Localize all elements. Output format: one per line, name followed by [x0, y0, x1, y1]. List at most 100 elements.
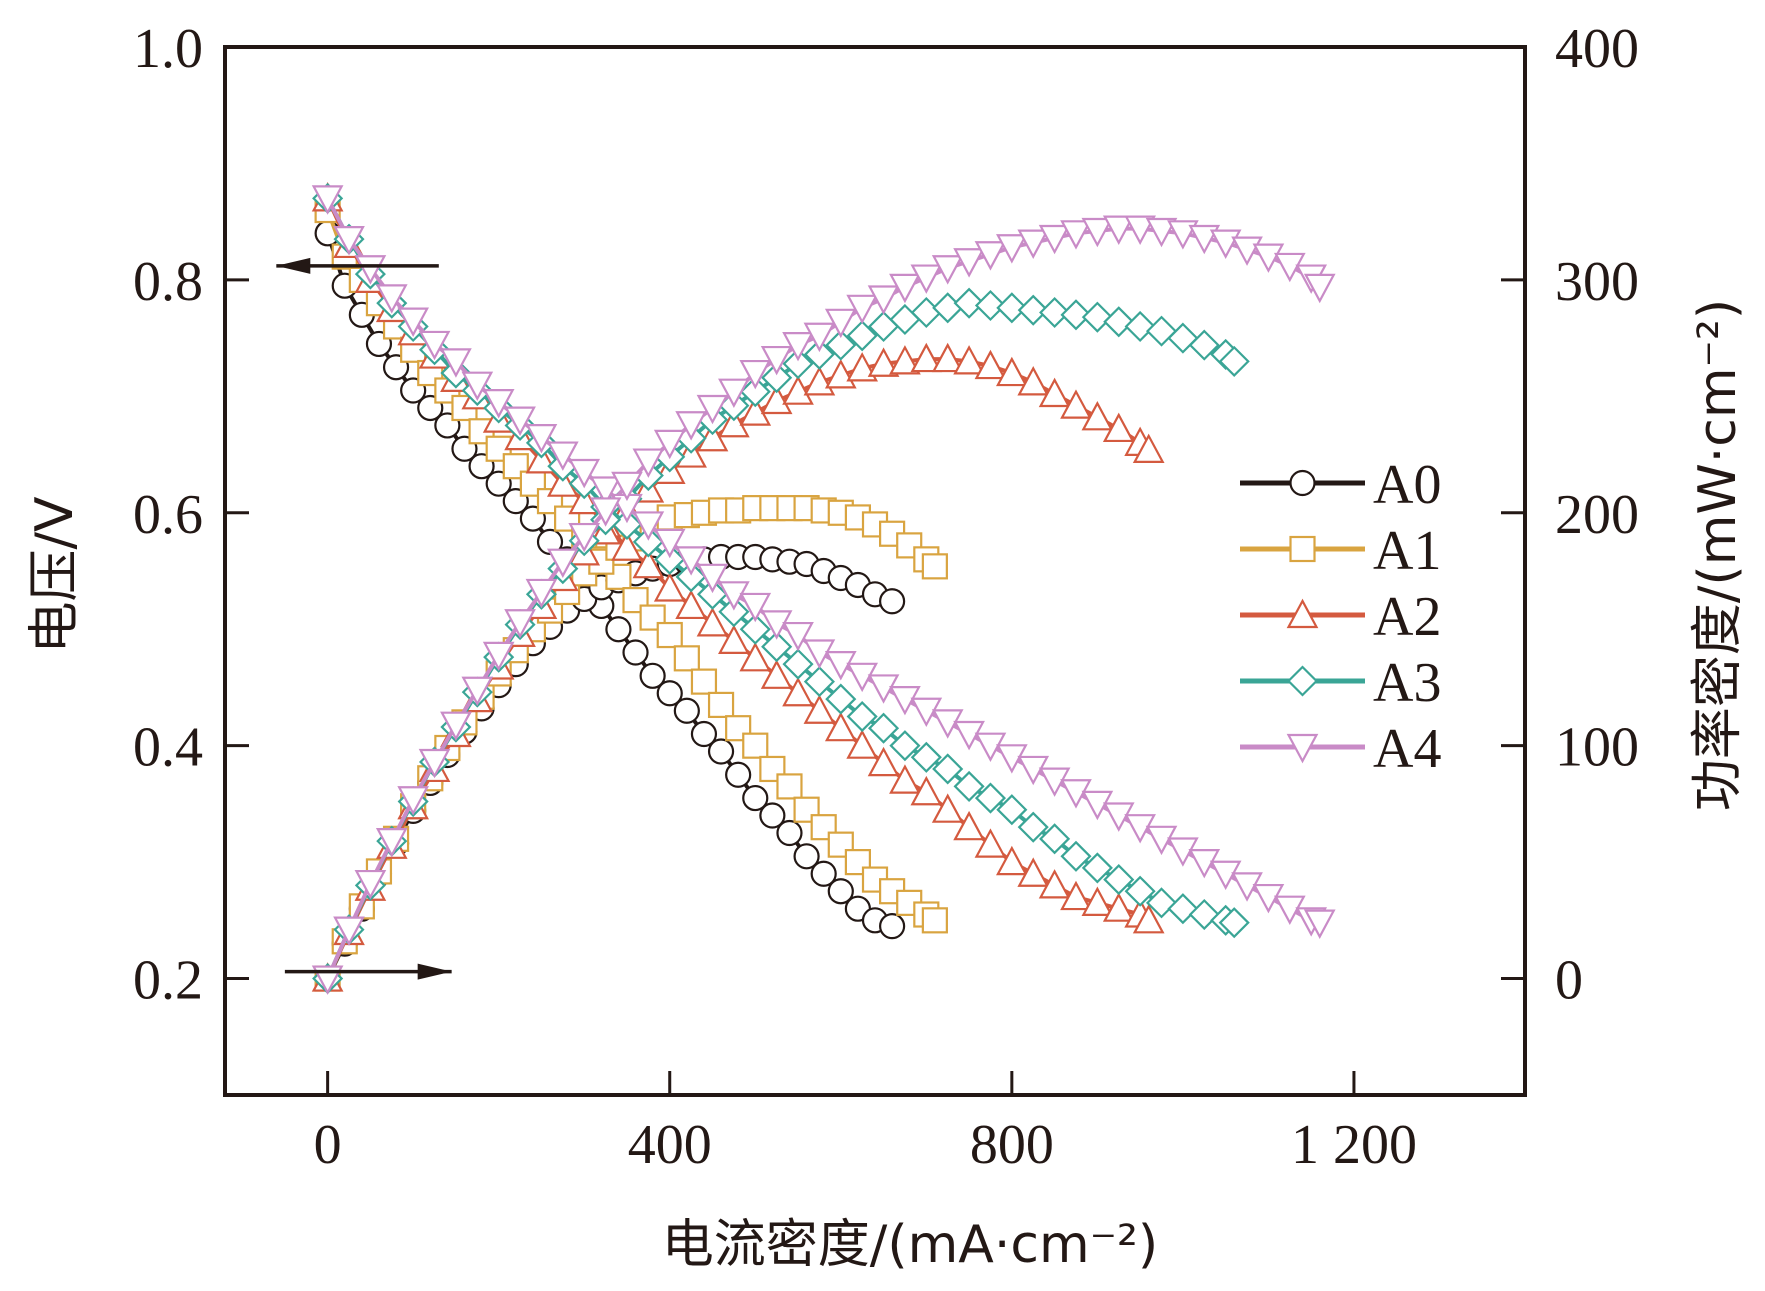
power-point-a4 [889, 273, 921, 304]
power-point-a3 [1218, 345, 1250, 377]
voltage-point-a2 [1081, 886, 1114, 916]
voltage-point-a3 [718, 596, 750, 628]
voltage-point-a4 [782, 621, 814, 652]
voltage-point-a2 [632, 548, 665, 579]
power-point-a4 [1303, 273, 1336, 304]
y-left-tick-label: 0.8 [133, 251, 203, 313]
voltage-point-a2 [739, 642, 772, 672]
x-tick-label: 800 [970, 1114, 1054, 1176]
voltage-point-a3 [1081, 852, 1113, 884]
voltage-point-a3 [739, 613, 771, 645]
power-point-a3 [846, 320, 878, 352]
voltage-point-a2 [1102, 892, 1135, 922]
voltage-point-a4 [675, 546, 707, 576]
y-right-tick-label: 200 [1555, 484, 1639, 546]
voltage-point-a2 [760, 659, 793, 689]
legend-marker [1286, 733, 1319, 764]
voltage-point-a1 [793, 796, 820, 823]
voltage-point-a2 [803, 694, 836, 724]
power-point-a2 [1081, 400, 1114, 431]
voltage-point-a2 [675, 589, 707, 620]
voltage-point-a3 [953, 770, 985, 802]
voltage-point-a3 [889, 730, 921, 762]
arrow-head-left [276, 257, 311, 274]
power-point-a4 [611, 471, 643, 502]
x-tick-label: 400 [628, 1114, 712, 1176]
power-point-a4 [696, 394, 729, 425]
power-point-a2 [1132, 433, 1165, 463]
power-point-a4 [1060, 220, 1092, 250]
voltage-point-a4 [653, 528, 686, 559]
voltage-point-a4 [397, 307, 429, 337]
power-point-a2 [1102, 412, 1135, 443]
voltage-point-a0 [656, 680, 683, 707]
voltage-point-a3 [696, 578, 729, 610]
power-point-a4 [482, 641, 515, 672]
power-point-a4 [632, 448, 665, 478]
legend-label: A1 [1373, 520, 1441, 582]
power-point-a0 [879, 588, 906, 615]
legend-item-a4: A4 [1240, 718, 1441, 780]
voltage-point-a0 [793, 843, 820, 870]
power-point-a4 [546, 548, 579, 579]
power-point-a4 [675, 411, 707, 441]
power-point-a4 [974, 241, 1007, 271]
power-point-a4 [1188, 224, 1221, 255]
voltage-point-a0 [690, 720, 718, 748]
arrow-head-right [417, 963, 452, 980]
voltage-point-a4 [375, 284, 408, 314]
power-point-a2 [889, 345, 921, 375]
voltage-point-a3 [632, 526, 664, 558]
power-point-a4 [504, 609, 536, 639]
voltage-point-a3 [761, 631, 793, 663]
power-point-a2 [867, 347, 900, 377]
y-right-tick-label: 100 [1555, 717, 1639, 779]
power-point-a2 [1017, 366, 1050, 396]
voltage-point-a0 [827, 878, 854, 905]
voltage-point-a4 [546, 441, 579, 471]
voltage-point-a3 [846, 700, 878, 733]
series-a4 [311, 185, 1336, 995]
power-point-a3 [932, 292, 964, 324]
power-point-a4 [867, 285, 900, 315]
voltage-point-a1 [502, 453, 529, 480]
voltage-point-a0 [759, 802, 786, 829]
voltage-point-a4 [333, 226, 365, 256]
legend-marker [1289, 535, 1316, 563]
power-point-a4 [653, 429, 686, 460]
voltage-point-a0 [605, 616, 632, 643]
voltage-point-a4 [440, 348, 472, 378]
voltage-point-a2 [889, 764, 921, 794]
legend-marker [1286, 665, 1319, 697]
power-point-a4 [1124, 215, 1156, 245]
power-point-a4 [760, 345, 793, 376]
legend-item-a3: A3 [1240, 652, 1441, 714]
power-point-a4 [996, 234, 1028, 264]
legend-label: A4 [1373, 718, 1441, 780]
voltage-point-a1 [742, 732, 769, 759]
power-point-a3 [1103, 306, 1135, 338]
power-point-a4 [1145, 217, 1178, 248]
voltage-point-a4 [461, 371, 494, 402]
voltage-point-a0 [725, 761, 752, 788]
power-point-a2 [931, 342, 964, 373]
voltage-point-a1 [810, 814, 837, 841]
y-left-tick-label: 0.6 [133, 484, 203, 546]
voltage-point-a3 [1039, 823, 1071, 855]
voltage-point-a3 [675, 561, 707, 593]
power-point-a3 [996, 292, 1028, 324]
power-point-a4 [1102, 215, 1135, 245]
voltage-point-a2 [846, 729, 879, 759]
voltage-point-a0 [707, 738, 735, 765]
voltage-point-a0 [622, 639, 649, 666]
voltage-point-a4 [632, 511, 665, 541]
power-point-a4 [568, 522, 601, 553]
power-point-a2 [974, 349, 1007, 380]
voltage-point-a3 [867, 712, 900, 744]
power-point-a4 [803, 322, 836, 353]
power-point-a4 [589, 497, 622, 527]
voltage-point-a2 [1017, 857, 1050, 887]
voltage-point-a0 [810, 860, 837, 887]
voltage-point-a4 [418, 330, 451, 361]
